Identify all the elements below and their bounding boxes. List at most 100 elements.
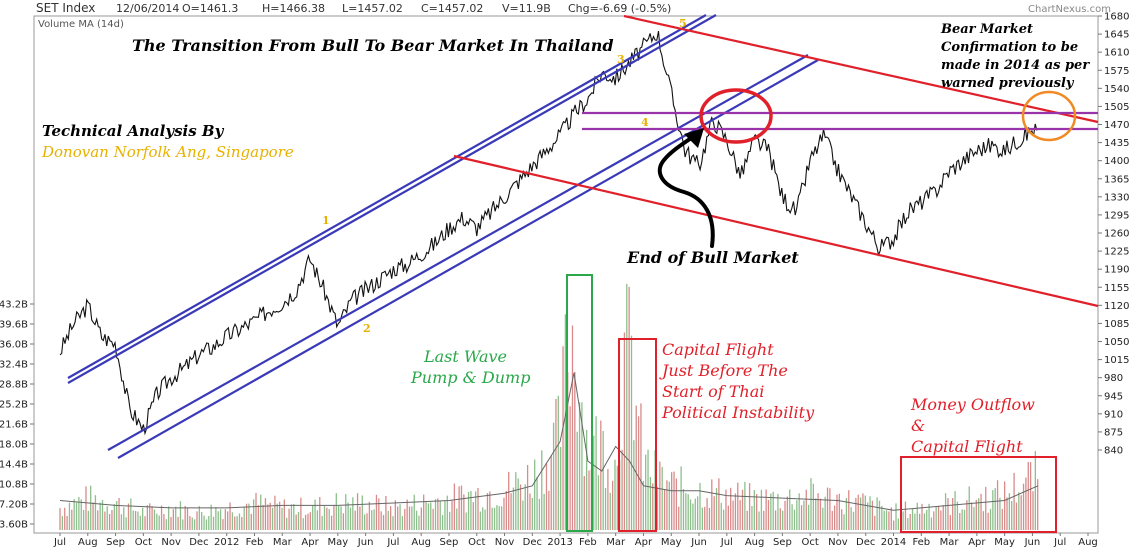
price-tick-label: 1435 [1104,138,1129,149]
time-tick-label: Jul [386,537,399,547]
price-tick-label: 910 [1104,409,1123,420]
bear-channel-upper [623,14,1099,124]
time-tick-label: May [661,537,682,547]
volume-tick-label: 28.8B [0,380,28,391]
credit-line-2: Donovan Norfolk Ang, Singapore [41,143,294,161]
time-tick-label: Sep [773,537,792,547]
bear-confirmation-note: Bear Market Confirmation to be made in 2… [940,22,1090,91]
price-tick-label: 1505 [1104,102,1129,113]
cap-flight-line: Political Instability [661,403,815,422]
bear-channel-lower [453,154,1099,308]
time-tick-label: Mar [606,537,626,547]
bull-channel-lower-2 [117,59,819,459]
bear-note-line: made in 2014 as per [941,58,1090,73]
low-label: L=1457.02 [342,2,403,15]
credit-line-1: Technical Analysis By [42,122,225,140]
volume-tick-label: 32.4B [0,360,28,371]
volume-tick-label: 7.20B [0,500,28,511]
capital-flight-note: Capital Flight Just Before The Start of … [659,340,815,422]
time-tick-label: Dec [856,537,875,547]
brand-label: ChartNexus.com [1028,4,1111,15]
bear-note-line: Confirmation to be [941,40,1078,55]
time-tick-label: 2014 [881,537,906,547]
price-tick-label: 1575 [1104,66,1129,77]
time-tick-label: Feb [579,537,597,547]
last-wave-line: Last Wave [423,347,507,366]
price-tick-label: 1050 [1104,337,1129,348]
volume-tick-label: 21.6B [0,420,28,431]
volume-tick-label: 10.8B [0,480,28,491]
price-tick-label: 1295 [1104,210,1129,221]
volume-ma-caption: Volume MA (14d) [38,19,124,30]
price-tick-label: 1400 [1104,156,1129,167]
price-tick-label: 1610 [1104,48,1129,59]
cap-flight-line: Capital Flight [662,340,774,359]
wave-label: 3 [617,53,625,66]
volume-tick-label: 14.4B [0,460,28,471]
price-tick-label: 945 [1104,391,1123,402]
time-tick-label: Mar [940,537,960,547]
time-tick-label: Jul [720,537,733,547]
time-tick-label: Feb [912,537,930,547]
bull-channel-lower-1 [107,54,809,451]
price-tick-label: 1085 [1104,319,1129,330]
bear-channel [453,14,1099,308]
date-label: 12/06/2014 [116,2,179,15]
resistance-lines [582,111,1098,131]
time-tick-label: Mar [273,537,293,547]
price-line [59,31,1038,436]
price-axis: 1680 1645 1610 1575 1540 1505 1470 1435 1400 1365… [1098,12,1129,457]
time-tick-label: Dec [523,537,542,547]
bear-note-line: warned previously [941,76,1075,91]
money-outflow-note: Money Outflow & Capital Flight [910,395,1035,456]
price-tick-label: 1190 [1104,265,1129,276]
price-tick-label: 1365 [1104,174,1129,185]
bull-channel-upper-1 [67,14,707,379]
time-tick-label: Nov [828,537,848,547]
time-tick-label: Jun [357,537,374,547]
time-tick-label: Apr [968,537,986,547]
time-tick-label: Jun [1024,537,1041,547]
price-tick-label: 1120 [1104,301,1129,312]
time-tick-label: Oct [135,537,152,547]
breakdown-circle [699,88,773,144]
time-tick-label: Sep [440,537,459,547]
outflow-line: Capital Flight [911,437,1023,456]
red-volume-box-2014 [900,456,1057,533]
wave-label: 1 [322,214,330,227]
price-tick-label: 980 [1104,373,1123,384]
time-tick-label: Aug [1078,537,1098,547]
price-tick-label: 840 [1104,446,1123,457]
volume-axis: 43.2B 39.6B 36.0B 32.4B 28.8B 25.2B 21.6B 18.0B… [0,300,34,531]
time-tick-label: Aug [745,537,765,547]
price-tick-label: 1260 [1104,229,1129,240]
volume-tick-label: 25.2B [0,400,28,411]
price-tick-label: 1470 [1104,120,1129,131]
green-volume-box [566,274,593,532]
confirmation-circle [1021,90,1077,142]
time-tick-label: Nov [161,537,181,547]
time-tick-label: Feb [246,537,264,547]
time-tick-label: Dec [189,537,208,547]
time-tick-label: May [327,537,348,547]
price-tick-label: 1155 [1104,283,1129,294]
chart-title: The Transition From Bull To Bear Market … [132,36,614,55]
end-bull-arrow [657,128,715,248]
time-tick-label: Aug [78,537,98,547]
red-volume-box-2013 [618,338,657,532]
time-tick-label: Aug [411,537,431,547]
outflow-line: & [911,416,925,435]
wave-label: 4 [641,116,649,129]
cap-flight-line: Start of Thai [662,382,764,401]
time-tick-label: May [994,537,1015,547]
price-tick-label: 1015 [1104,355,1129,366]
last-wave-note: Last Wave Pump & Dump [410,347,530,387]
close-label: C=1457.02 [421,2,483,15]
time-tick-label: Jun [690,537,707,547]
time-tick-label: Sep [106,537,125,547]
outflow-line: Money Outflow [910,395,1035,414]
cap-flight-line: Just Before The [659,361,788,380]
high-label: H=1466.38 [262,2,325,15]
chart-header: SET Index 12/06/2014 O=1461.3 H=1466.38 … [36,1,1111,15]
end-bull-label: End of Bull Market [626,248,799,267]
